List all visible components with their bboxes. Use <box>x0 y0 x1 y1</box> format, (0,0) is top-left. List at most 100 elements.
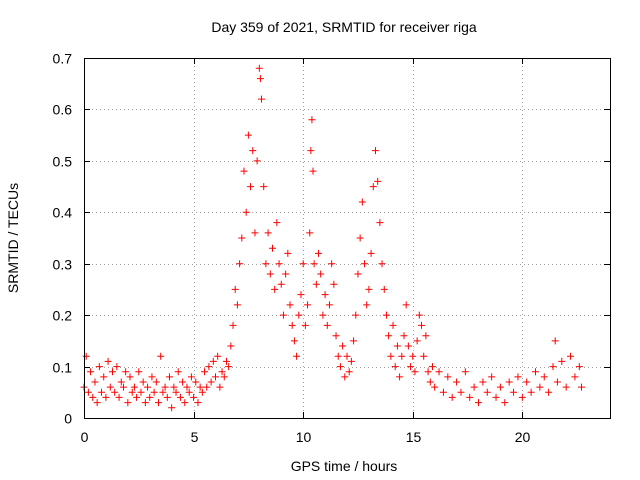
data-point <box>218 368 226 376</box>
data-point <box>155 399 163 407</box>
data-point <box>365 285 373 293</box>
data-point <box>330 280 338 288</box>
data-point <box>247 183 255 191</box>
data-point <box>391 363 399 371</box>
data-point <box>307 147 315 155</box>
data-point <box>260 183 268 191</box>
data-point <box>87 368 95 376</box>
data-point <box>334 352 342 360</box>
data-point <box>91 378 99 386</box>
data-point <box>227 342 235 350</box>
data-point <box>549 363 557 371</box>
data-point <box>198 388 206 396</box>
data-point <box>380 285 388 293</box>
data-point <box>152 378 160 386</box>
data-point <box>201 368 209 376</box>
data-point <box>216 383 224 391</box>
data-point <box>126 373 134 381</box>
data-point <box>315 249 323 257</box>
data-point <box>415 311 423 319</box>
data-point <box>104 357 112 365</box>
data-point <box>323 321 331 329</box>
data-point <box>531 368 539 376</box>
data-point <box>578 383 586 391</box>
y-tick-label: 0.3 <box>53 257 73 273</box>
data-point <box>369 183 377 191</box>
data-point <box>347 357 355 365</box>
chart-title: Day 359 of 2021, SRMTID for receiver rig… <box>211 19 477 35</box>
data-point <box>244 131 252 139</box>
data-point <box>231 285 239 293</box>
data-point <box>523 378 531 386</box>
data-point <box>339 342 347 350</box>
data-point <box>205 363 213 371</box>
data-point <box>268 244 276 252</box>
data-point <box>225 363 233 371</box>
data-point <box>102 393 110 401</box>
y-tick-label: 0.7 <box>53 51 73 67</box>
data-point <box>514 373 522 381</box>
data-point <box>387 352 395 360</box>
data-point <box>336 363 344 371</box>
data-point <box>551 337 559 345</box>
data-point <box>262 260 270 268</box>
data-point <box>536 383 544 391</box>
data-point <box>187 373 195 381</box>
data-point <box>207 378 215 386</box>
data-point <box>325 301 333 309</box>
data-point <box>144 383 152 391</box>
data-point <box>159 388 167 396</box>
data-point <box>492 393 500 401</box>
data-point <box>139 378 147 386</box>
data-point <box>475 399 482 407</box>
data-point <box>411 368 419 376</box>
data-point <box>352 311 360 319</box>
data-point <box>479 378 487 386</box>
data-point <box>273 219 281 227</box>
data-point <box>128 388 136 396</box>
data-point <box>553 378 561 386</box>
data-point <box>266 270 274 278</box>
data-point <box>404 342 412 350</box>
data-point <box>179 378 187 386</box>
data-point <box>119 383 127 391</box>
data-point <box>258 95 266 103</box>
y-tick-label: 0 <box>64 411 72 427</box>
data-point <box>396 373 404 381</box>
data-point <box>148 373 156 381</box>
data-point <box>214 352 222 360</box>
data-point <box>212 373 219 381</box>
data-point <box>282 270 290 278</box>
data-point <box>192 378 200 386</box>
data-point <box>306 229 314 237</box>
data-point <box>510 388 518 396</box>
data-point <box>444 373 452 381</box>
data-point <box>332 332 340 340</box>
data-point <box>176 393 184 401</box>
data-point <box>448 393 456 401</box>
y-tick-labels: 0 0.1 0.2 0.3 0.4 0.5 0.6 0.7 <box>53 51 73 427</box>
data-point <box>312 280 320 288</box>
grid-lines <box>84 58 610 418</box>
data-point <box>115 393 123 401</box>
data-point <box>540 373 548 381</box>
data-point <box>575 363 583 371</box>
data-point <box>461 368 469 376</box>
data-point <box>457 388 465 396</box>
data-point <box>150 388 158 396</box>
data-point <box>157 352 165 360</box>
y-tick-label: 0.1 <box>53 360 73 376</box>
data-point <box>505 378 513 386</box>
data-point <box>350 337 358 345</box>
data-point <box>220 373 228 381</box>
data-point <box>168 404 176 412</box>
data-point <box>209 357 217 365</box>
data-point <box>378 260 386 268</box>
x-axis-label: GPS time / hours <box>291 458 398 474</box>
data-point <box>133 393 141 401</box>
data-point <box>165 373 173 381</box>
data-point <box>488 373 496 381</box>
data-point <box>89 393 97 401</box>
data-point <box>376 219 384 227</box>
